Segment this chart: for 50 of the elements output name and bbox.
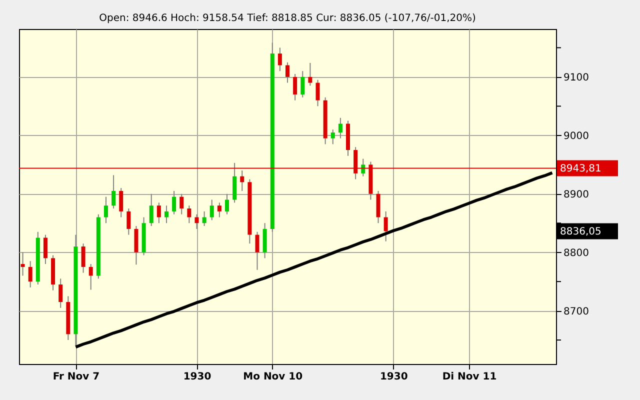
candlestick — [126, 208, 131, 236]
candlestick — [112, 174, 116, 209]
candlestick — [376, 190, 380, 224]
text: 8836,05 — [560, 226, 602, 238]
candlestick — [172, 190, 176, 215]
candlestick — [104, 196, 108, 224]
candlestick — [316, 79, 320, 107]
candlestick — [58, 278, 63, 308]
y-tick-label: 9000 — [564, 130, 589, 142]
candlestick — [119, 188, 124, 218]
candlestick — [20, 252, 25, 276]
x-tick-label: Fr Nov 7 — [52, 372, 100, 382]
x-tick-label: Di Nov 11 — [442, 372, 497, 382]
y-tick-label: 8700 — [564, 306, 589, 318]
candlestick — [187, 205, 192, 224]
candlestick — [338, 117, 342, 139]
candlestick — [88, 264, 93, 290]
candlestick — [330, 129, 335, 145]
candlestick — [286, 62, 290, 84]
candlestick — [308, 62, 312, 86]
candlestick — [149, 193, 154, 227]
candlestick — [210, 199, 214, 221]
ref-line-label: 8943,81 — [560, 163, 602, 174]
candlestick — [43, 234, 48, 265]
candlestick — [28, 260, 32, 288]
candlestick — [194, 214, 199, 230]
y-tick-label: 8900 — [564, 189, 589, 200]
candlestick — [278, 47, 282, 72]
line-series — [74, 171, 554, 349]
x-tick-label: 1930 — [380, 372, 408, 382]
y-tick-label: 9100 — [564, 72, 589, 84]
candlestick — [156, 202, 161, 224]
candlestick — [293, 74, 298, 101]
candlestick — [217, 202, 222, 218]
candlestick — [180, 193, 184, 215]
candlestick — [255, 231, 260, 270]
candlestick — [361, 158, 366, 177]
candlestick — [384, 210, 388, 242]
x-tick-label: Mo Nov 10 — [243, 372, 303, 382]
candlestick — [202, 210, 206, 227]
chart-title: Open: 8946.6 Hoch: 9158.54 Tief: 8818.85 Cur: 8836.05 (-107,76/-01,20%) — [99, 13, 476, 24]
candlestick — [300, 70, 305, 98]
candlestick — [164, 205, 168, 224]
candlestick — [232, 162, 237, 204]
x-tick-label: 1930 — [183, 372, 212, 382]
y-tick-label: 8800 — [564, 248, 589, 259]
candlestick — [224, 193, 229, 215]
candlestick — [81, 243, 86, 274]
candlestick — [134, 226, 138, 266]
candlestick — [262, 222, 267, 259]
